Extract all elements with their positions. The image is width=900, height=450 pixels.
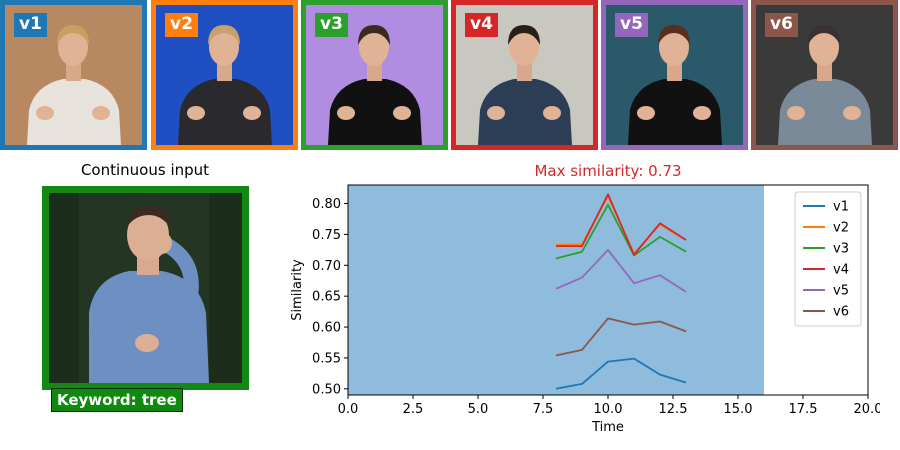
y-tick-label: 0.70 xyxy=(312,259,341,274)
chart-title: Max similarity: 0.73 xyxy=(534,162,681,180)
x-tick-label: 5.0 xyxy=(468,402,489,417)
reference-video-v2[interactable]: v2 xyxy=(151,0,298,150)
series-line-v1 xyxy=(555,357,687,390)
y-tick-label: 0.75 xyxy=(312,228,341,243)
reference-video-v6[interactable]: v6 xyxy=(751,0,898,150)
reference-video-v3[interactable]: v3 xyxy=(301,0,448,150)
y-tick-label: 0.50 xyxy=(312,382,341,397)
reference-video-v1[interactable]: v1 xyxy=(0,0,147,150)
legend-label-v6: v6 xyxy=(833,305,849,320)
legend-label-v3: v3 xyxy=(833,242,849,257)
signer-figure xyxy=(606,5,743,145)
input-panel-title: Continuous input xyxy=(80,161,210,179)
x-tick-label: 7.5 xyxy=(533,402,554,417)
legend-label-v4: v4 xyxy=(833,263,849,278)
series-line-v6 xyxy=(555,317,687,357)
y-tick-label: 0.65 xyxy=(312,290,341,305)
y-tick-label: 0.60 xyxy=(312,321,341,336)
legend-label-v1: v1 xyxy=(833,200,849,215)
legend-label-v5: v5 xyxy=(833,284,849,299)
series-line-v3 xyxy=(555,203,687,260)
x-axis-label: Time xyxy=(591,420,624,435)
series-line-v5 xyxy=(555,249,687,293)
video-tag-v5: v5 xyxy=(615,13,648,37)
video-tag-v3: v3 xyxy=(315,13,348,37)
signer-figure xyxy=(49,193,242,383)
video-tag-v2: v2 xyxy=(165,13,198,37)
signer-figure xyxy=(756,5,893,145)
keyword-label: Keyword: tree xyxy=(51,388,183,412)
y-axis-label: Similarity xyxy=(290,259,305,321)
reference-video-v5[interactable]: v5 xyxy=(601,0,748,150)
video-tag-v1: v1 xyxy=(14,13,47,37)
legend-label-v2: v2 xyxy=(833,221,849,236)
similarity-chart: Max similarity: 0.73 0.0 2.5 5.0 7.5 10.0 12.5… xyxy=(290,162,880,435)
x-tick-label: 2.5 xyxy=(403,402,424,417)
y-tick-label: 0.55 xyxy=(312,351,341,366)
series-line-v4 xyxy=(556,193,687,256)
video-tag-v4: v4 xyxy=(465,13,498,37)
reference-video-v4[interactable]: v4 xyxy=(451,0,598,150)
y-tick-label: 0.80 xyxy=(312,197,341,212)
x-tick-label: 17.5 xyxy=(789,402,818,417)
signer-figure xyxy=(5,5,142,145)
x-tick-label: 20.0 xyxy=(854,402,880,417)
x-tick-label: 0.0 xyxy=(338,402,359,417)
x-tick-label: 10.0 xyxy=(594,402,623,417)
legend-box xyxy=(794,191,862,327)
legend: v1 v2 v3 v4 v5 v6 xyxy=(794,191,862,327)
x-tick-label: 12.5 xyxy=(659,402,688,417)
x-tick-label: 15.0 xyxy=(724,402,753,417)
continuous-input-video[interactable] xyxy=(42,186,249,390)
video-tag-v6: v6 xyxy=(765,13,798,37)
shaded-region xyxy=(348,185,764,395)
